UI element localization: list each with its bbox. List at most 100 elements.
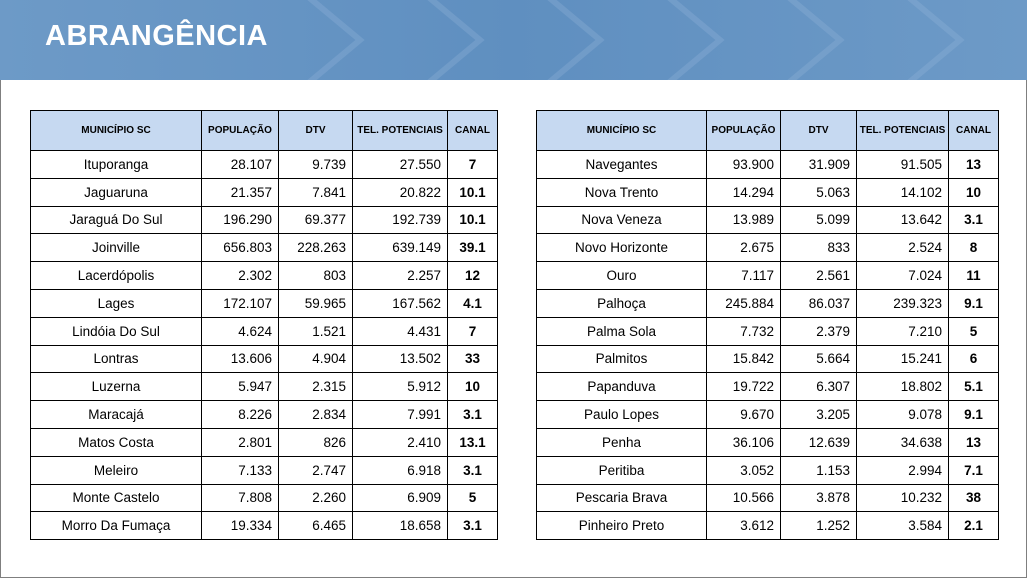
table-cell: 19.722	[706, 372, 781, 402]
table-cell: 36.106	[706, 427, 781, 457]
table-cell: Maracajá	[30, 400, 202, 429]
table-cell: 14.102	[856, 177, 949, 207]
column-header: DTV	[780, 110, 857, 151]
table-cell: 21.357	[201, 177, 279, 207]
table-cell: Ituporanga	[30, 150, 202, 179]
table-cell: 3.878	[780, 483, 857, 513]
table-cell: Lacerdópolis	[30, 261, 202, 290]
column-header: MUNICÍPIO SC	[536, 110, 707, 151]
table-cell: 5.664	[780, 344, 857, 374]
table-cell: 2.524	[856, 233, 949, 263]
table-cell: 8.226	[201, 400, 279, 429]
table-cell: 7.210	[856, 316, 949, 346]
table-row: Luzerna 5.947 2.315 5.912 10	[30, 372, 498, 402]
table-cell: 7.133	[201, 455, 279, 485]
table-cell: 2.675	[706, 233, 781, 263]
table-row: Paulo Lopes 9.670 3.205 9.078 9.1	[536, 400, 999, 429]
table-cell: 18.802	[856, 372, 949, 402]
header-pattern	[307, 0, 965, 80]
table-cell: Peritiba	[536, 455, 707, 485]
table-cell: 93.900	[706, 150, 781, 179]
table-cell: 7	[447, 150, 498, 179]
table-cell: 5.912	[352, 372, 448, 402]
data-table: MUNICÍPIO SC POPULAÇÃO DTV TEL. POTENCIAIS C…	[30, 110, 498, 541]
table-row: Jaguaruna 21.357 7.841 20.822 10.1	[30, 177, 498, 207]
table-cell: 5.947	[201, 372, 279, 402]
table-row: Navegantes 93.900 31.909 91.505 13	[536, 150, 999, 179]
table-cell: 6.465	[278, 511, 353, 541]
table-cell: 172.107	[201, 288, 279, 318]
table-cell: 4.1	[447, 288, 498, 318]
table-cell: Monte Castelo	[30, 483, 202, 513]
column-header: POPULAÇÃO	[706, 110, 781, 151]
table-cell: 803	[278, 261, 353, 290]
column-header: CANAL	[447, 110, 498, 151]
table-cell: 10	[948, 177, 999, 207]
table-cell: 192.739	[352, 205, 448, 235]
table-row: Meleiro 7.133 2.747 6.918 3.1	[30, 455, 498, 485]
table-cell: 13.989	[706, 205, 781, 235]
table-cell: 5.063	[780, 177, 857, 207]
table-cell: 167.562	[352, 288, 448, 318]
table-cell: Palhoça	[536, 288, 707, 318]
column-header: POPULAÇÃO	[201, 110, 279, 151]
table-cell: Palmitos	[536, 344, 707, 374]
table-row: Peritiba 3.052 1.153 2.994 7.1	[536, 455, 999, 485]
table-cell: 9.1	[948, 400, 999, 429]
table-row: Pescaria Brava 10.566 3.878 10.232 38	[536, 483, 999, 513]
table-row: Joinville 656.803 228.263 639.149 39.1	[30, 233, 498, 263]
table-cell: Lages	[30, 288, 202, 318]
table-cell: 7.024	[856, 261, 949, 290]
table-cell: 34.638	[856, 427, 949, 457]
table-cell: 12	[447, 261, 498, 290]
header-band: ABRANGÊNCIA	[0, 0, 1027, 80]
table-cell: 2.994	[856, 455, 949, 485]
table-row: Matos Costa 2.801 826 2.410 13.1	[30, 427, 498, 457]
table-cell: 69.377	[278, 205, 353, 235]
table-cell: 639.149	[352, 233, 448, 263]
table-row: Palhoça 245.884 86.037 239.323 9.1	[536, 288, 999, 318]
table-cell: Joinville	[30, 233, 202, 263]
table-row: Palmitos 15.842 5.664 15.241 6	[536, 344, 999, 374]
table-cell: 7.991	[352, 400, 448, 429]
table-row: Penha 36.106 12.639 34.638 13	[536, 427, 999, 457]
table-cell: 7.732	[706, 316, 781, 346]
table-cell: 2.257	[352, 261, 448, 290]
table-cell: 13.1	[447, 427, 498, 457]
table-cell: 13	[948, 427, 999, 457]
table-row: Lacerdópolis 2.302 803 2.257 12	[30, 261, 498, 290]
table-cell: 6.918	[352, 455, 448, 485]
table-cell: Luzerna	[30, 372, 202, 402]
table-cell: 38	[948, 483, 999, 513]
table-cell: 59.965	[278, 288, 353, 318]
table-cell: 5	[447, 483, 498, 513]
table-cell: 10.566	[706, 483, 781, 513]
table-cell: 4.431	[352, 316, 448, 346]
table-cell: 833	[780, 233, 857, 263]
table-cell: 20.822	[352, 177, 448, 207]
table-cell: 3.612	[706, 511, 781, 541]
table-cell: 28.107	[201, 150, 279, 179]
table-row: Maracajá 8.226 2.834 7.991 3.1	[30, 400, 498, 429]
table-cell: Novo Horizonte	[536, 233, 707, 263]
table-cell: 1.252	[780, 511, 857, 541]
table-cell: Nova Trento	[536, 177, 707, 207]
table-cell: 18.658	[352, 511, 448, 541]
table-row: Palma Sola 7.732 2.379 7.210 5	[536, 316, 999, 346]
table-cell: 11	[948, 261, 999, 290]
table-cell: 228.263	[278, 233, 353, 263]
table-cell: 2.747	[278, 455, 353, 485]
table-cell: 15.842	[706, 344, 781, 374]
table-cell: 27.550	[352, 150, 448, 179]
page-title: ABRANGÊNCIA	[45, 20, 268, 52]
table-cell: 6.307	[780, 372, 857, 402]
table-cell: Jaguaruna	[30, 177, 202, 207]
table-cell: 9.670	[706, 400, 781, 429]
table-row: Nova Trento 14.294 5.063 14.102 10	[536, 177, 999, 207]
table-cell: 7	[447, 316, 498, 346]
table-cell: 656.803	[201, 233, 279, 263]
table-cell: Pescaria Brava	[536, 483, 707, 513]
table-cell: Morro Da Fumaça	[30, 511, 202, 541]
table-cell: 1.153	[780, 455, 857, 485]
table-cell: Lontras	[30, 344, 202, 374]
